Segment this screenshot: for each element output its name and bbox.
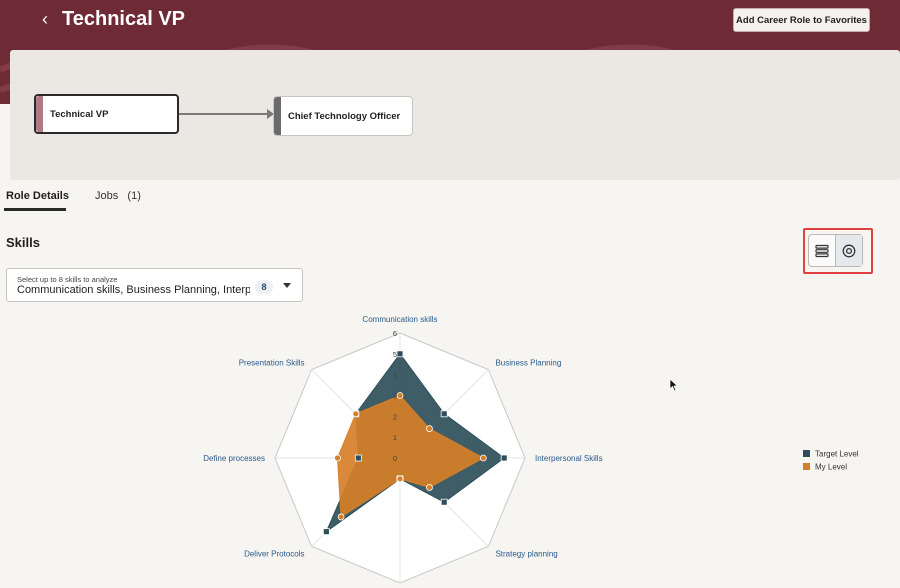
target-level-marker [396, 350, 404, 358]
my-level-marker [479, 454, 487, 462]
radar-axis-label: Communication skills [362, 315, 437, 324]
view-toggle [808, 234, 863, 267]
radar-tick-label: 4 [393, 371, 397, 380]
tab-role-details[interactable]: Role Details [6, 190, 69, 202]
my-level-marker [426, 484, 433, 491]
radar-tick-label: 6 [393, 329, 397, 338]
radar-axis-label: Deliver Protocols [244, 549, 304, 558]
tab-active-indicator [4, 208, 66, 211]
skills-select[interactable]: Select up to 8 skills to analyze Communi… [6, 268, 303, 302]
radar-tick-label: 5 [393, 350, 397, 359]
radar-tick-label: 0 [393, 454, 397, 463]
legend-swatch [803, 463, 810, 470]
list-icon [815, 244, 829, 257]
radar-tick-label: 3 [393, 392, 397, 401]
role-node-label: Technical VP [50, 108, 109, 120]
my-level-marker [337, 513, 345, 521]
my-level-marker [426, 425, 433, 432]
path-arrow [179, 109, 274, 119]
my-level-marker [334, 454, 341, 462]
radar-tick-label: 1 [393, 433, 397, 442]
tab-jobs-count: (1) [127, 190, 141, 202]
role-node-accent [274, 97, 281, 135]
radar-axis-label: Define processes [203, 454, 265, 463]
selected-count-badge: 8 [255, 280, 273, 294]
target-level-marker [440, 410, 448, 418]
target-level-marker [440, 498, 448, 506]
my-level-marker [396, 475, 404, 483]
role-node-next[interactable]: Chief Technology Officer [273, 96, 413, 136]
radar-axis-label: Business Planning [495, 359, 561, 368]
career-path-panel: Technical VP Chief Technology Officer [10, 50, 900, 180]
target-icon [842, 244, 856, 257]
my-level-marker [352, 410, 360, 418]
target-level-marker [354, 454, 362, 462]
tab-bar: Role Details Jobs (1) [0, 181, 900, 212]
skills-select-value: Communication skills, Business Planning,… [17, 284, 250, 296]
radar-axis-label: Interpersonal Skills [535, 454, 603, 463]
skills-select-label: Select up to 8 skills to analyze [17, 275, 118, 284]
radar-tick-label: 2 [393, 412, 397, 421]
skills-title: Skills [6, 235, 40, 250]
mouse-cursor-icon [669, 378, 679, 392]
list-view-button[interactable] [809, 235, 835, 266]
chevron-down-icon[interactable] [283, 283, 291, 288]
legend-label: Target Level [815, 450, 859, 459]
page-title: Technical VP [62, 8, 186, 30]
legend-swatch [803, 450, 810, 457]
target-level-marker [500, 454, 508, 462]
role-node-label: Chief Technology Officer [288, 110, 401, 122]
add-to-favorites-button[interactable]: Add Career Role to Favorites [733, 8, 870, 32]
target-level-marker [322, 528, 330, 536]
legend-label: My Level [815, 463, 847, 472]
role-node-accent [36, 96, 43, 132]
tab-jobs-label: Jobs [95, 190, 119, 202]
chart-view-button[interactable] [835, 235, 862, 266]
role-node-current[interactable]: Technical VP [34, 94, 179, 134]
my-level-marker [396, 392, 404, 399]
radar-axis-label: Presentation Skills [239, 359, 305, 368]
skills-radar-chart: 0 1 2 3 4 5 6 Communication skills Business Plan… [203, 315, 859, 584]
back-icon[interactable]: ‹ [42, 9, 48, 29]
tab-jobs[interactable]: Jobs (1) [95, 189, 141, 203]
radar-axis-label: Strategy planning [495, 549, 557, 558]
